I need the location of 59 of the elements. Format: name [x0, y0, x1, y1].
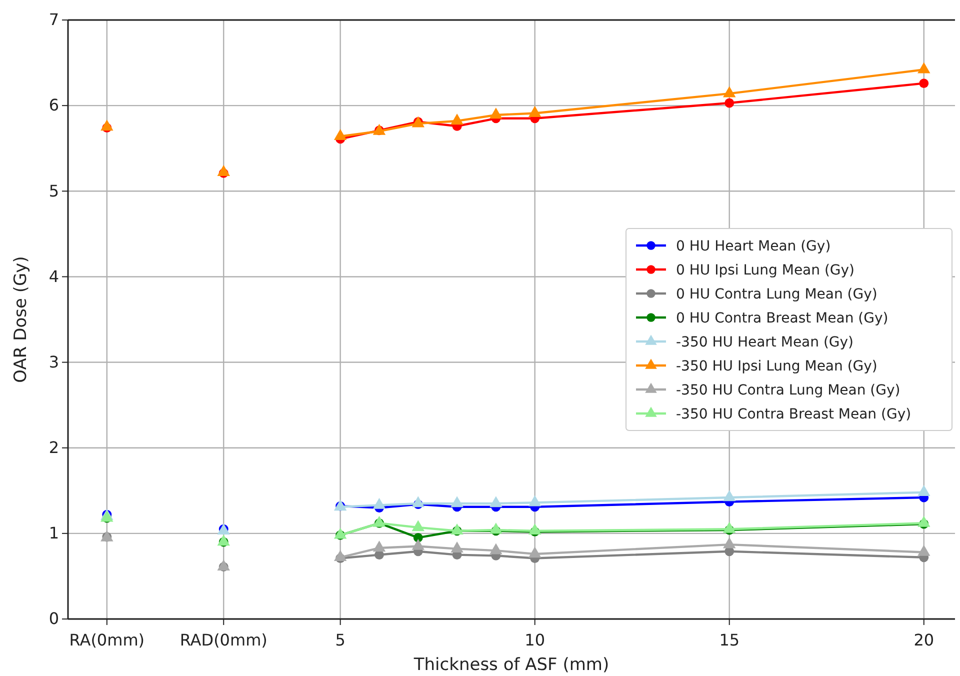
- point: [919, 78, 929, 88]
- point: [412, 496, 424, 508]
- point: [450, 541, 464, 552]
- x-tick-label: 5: [335, 630, 346, 650]
- point: [334, 129, 347, 140]
- point: [723, 86, 736, 98]
- y-tick-label: 1: [48, 524, 59, 543]
- x-tick-label: RAD(0mm): [180, 630, 268, 650]
- legend-label: -350 HU Contra Breast Mean (Gy): [676, 406, 912, 422]
- point: [412, 538, 424, 550]
- point: [490, 496, 502, 508]
- legend-label: 0 HU Ipsi Lung Mean (Gy): [676, 262, 855, 278]
- x-tick-label: 10: [524, 630, 546, 650]
- point: [412, 520, 424, 532]
- point: [450, 114, 464, 125]
- point: [528, 495, 542, 506]
- point: [372, 516, 386, 527]
- x-tick-label: RA(0mm): [69, 630, 145, 650]
- point: [450, 524, 464, 535]
- point: [100, 120, 114, 131]
- point: [724, 98, 734, 108]
- y-tick-label: 6: [48, 96, 59, 115]
- legend-label: 0 HU Heart Mean (Gy): [676, 238, 831, 254]
- point: [723, 537, 736, 548]
- y-tick-label: 0: [48, 609, 59, 628]
- point: [918, 62, 930, 74]
- y-axis-title: OAR Dose (Gy): [11, 256, 31, 383]
- point: [723, 522, 736, 533]
- point: [334, 528, 347, 539]
- point: [334, 550, 347, 562]
- point: [723, 490, 736, 502]
- x-tick-label: 20: [914, 630, 934, 650]
- point: [372, 498, 386, 509]
- x-tick-label: 15: [719, 630, 740, 650]
- y-tick-label: 5: [48, 181, 59, 200]
- point: [217, 534, 230, 546]
- point: [528, 106, 542, 117]
- y-tick-label: 3: [48, 352, 59, 372]
- point: [528, 546, 542, 558]
- y-tick-label: 2: [48, 438, 59, 457]
- point: [490, 522, 502, 534]
- point: [217, 164, 230, 176]
- point: [918, 485, 930, 496]
- legend-label: -350 HU Ipsi Lung Mean (Gy): [676, 358, 878, 374]
- point: [918, 516, 930, 527]
- legend-label: 0 HU Contra Lung Mean (Gy): [676, 286, 878, 302]
- legend-label: 0 HU Contra Breast Mean (Gy): [676, 310, 888, 326]
- point: [490, 543, 502, 554]
- point: [490, 108, 502, 119]
- legend-label: -350 HU Contra Lung Mean (Gy): [676, 382, 900, 398]
- legend-label: -350 HU Heart Mean (Gy): [676, 334, 854, 350]
- point: [450, 496, 464, 508]
- point: [528, 524, 542, 535]
- point: [372, 540, 386, 552]
- y-tick-label: 7: [48, 10, 59, 30]
- point: [217, 559, 230, 570]
- point: [918, 544, 930, 556]
- x-axis-title: Thickness of ASF (mm): [412, 655, 610, 675]
- y-tick-label: 4: [48, 266, 59, 286]
